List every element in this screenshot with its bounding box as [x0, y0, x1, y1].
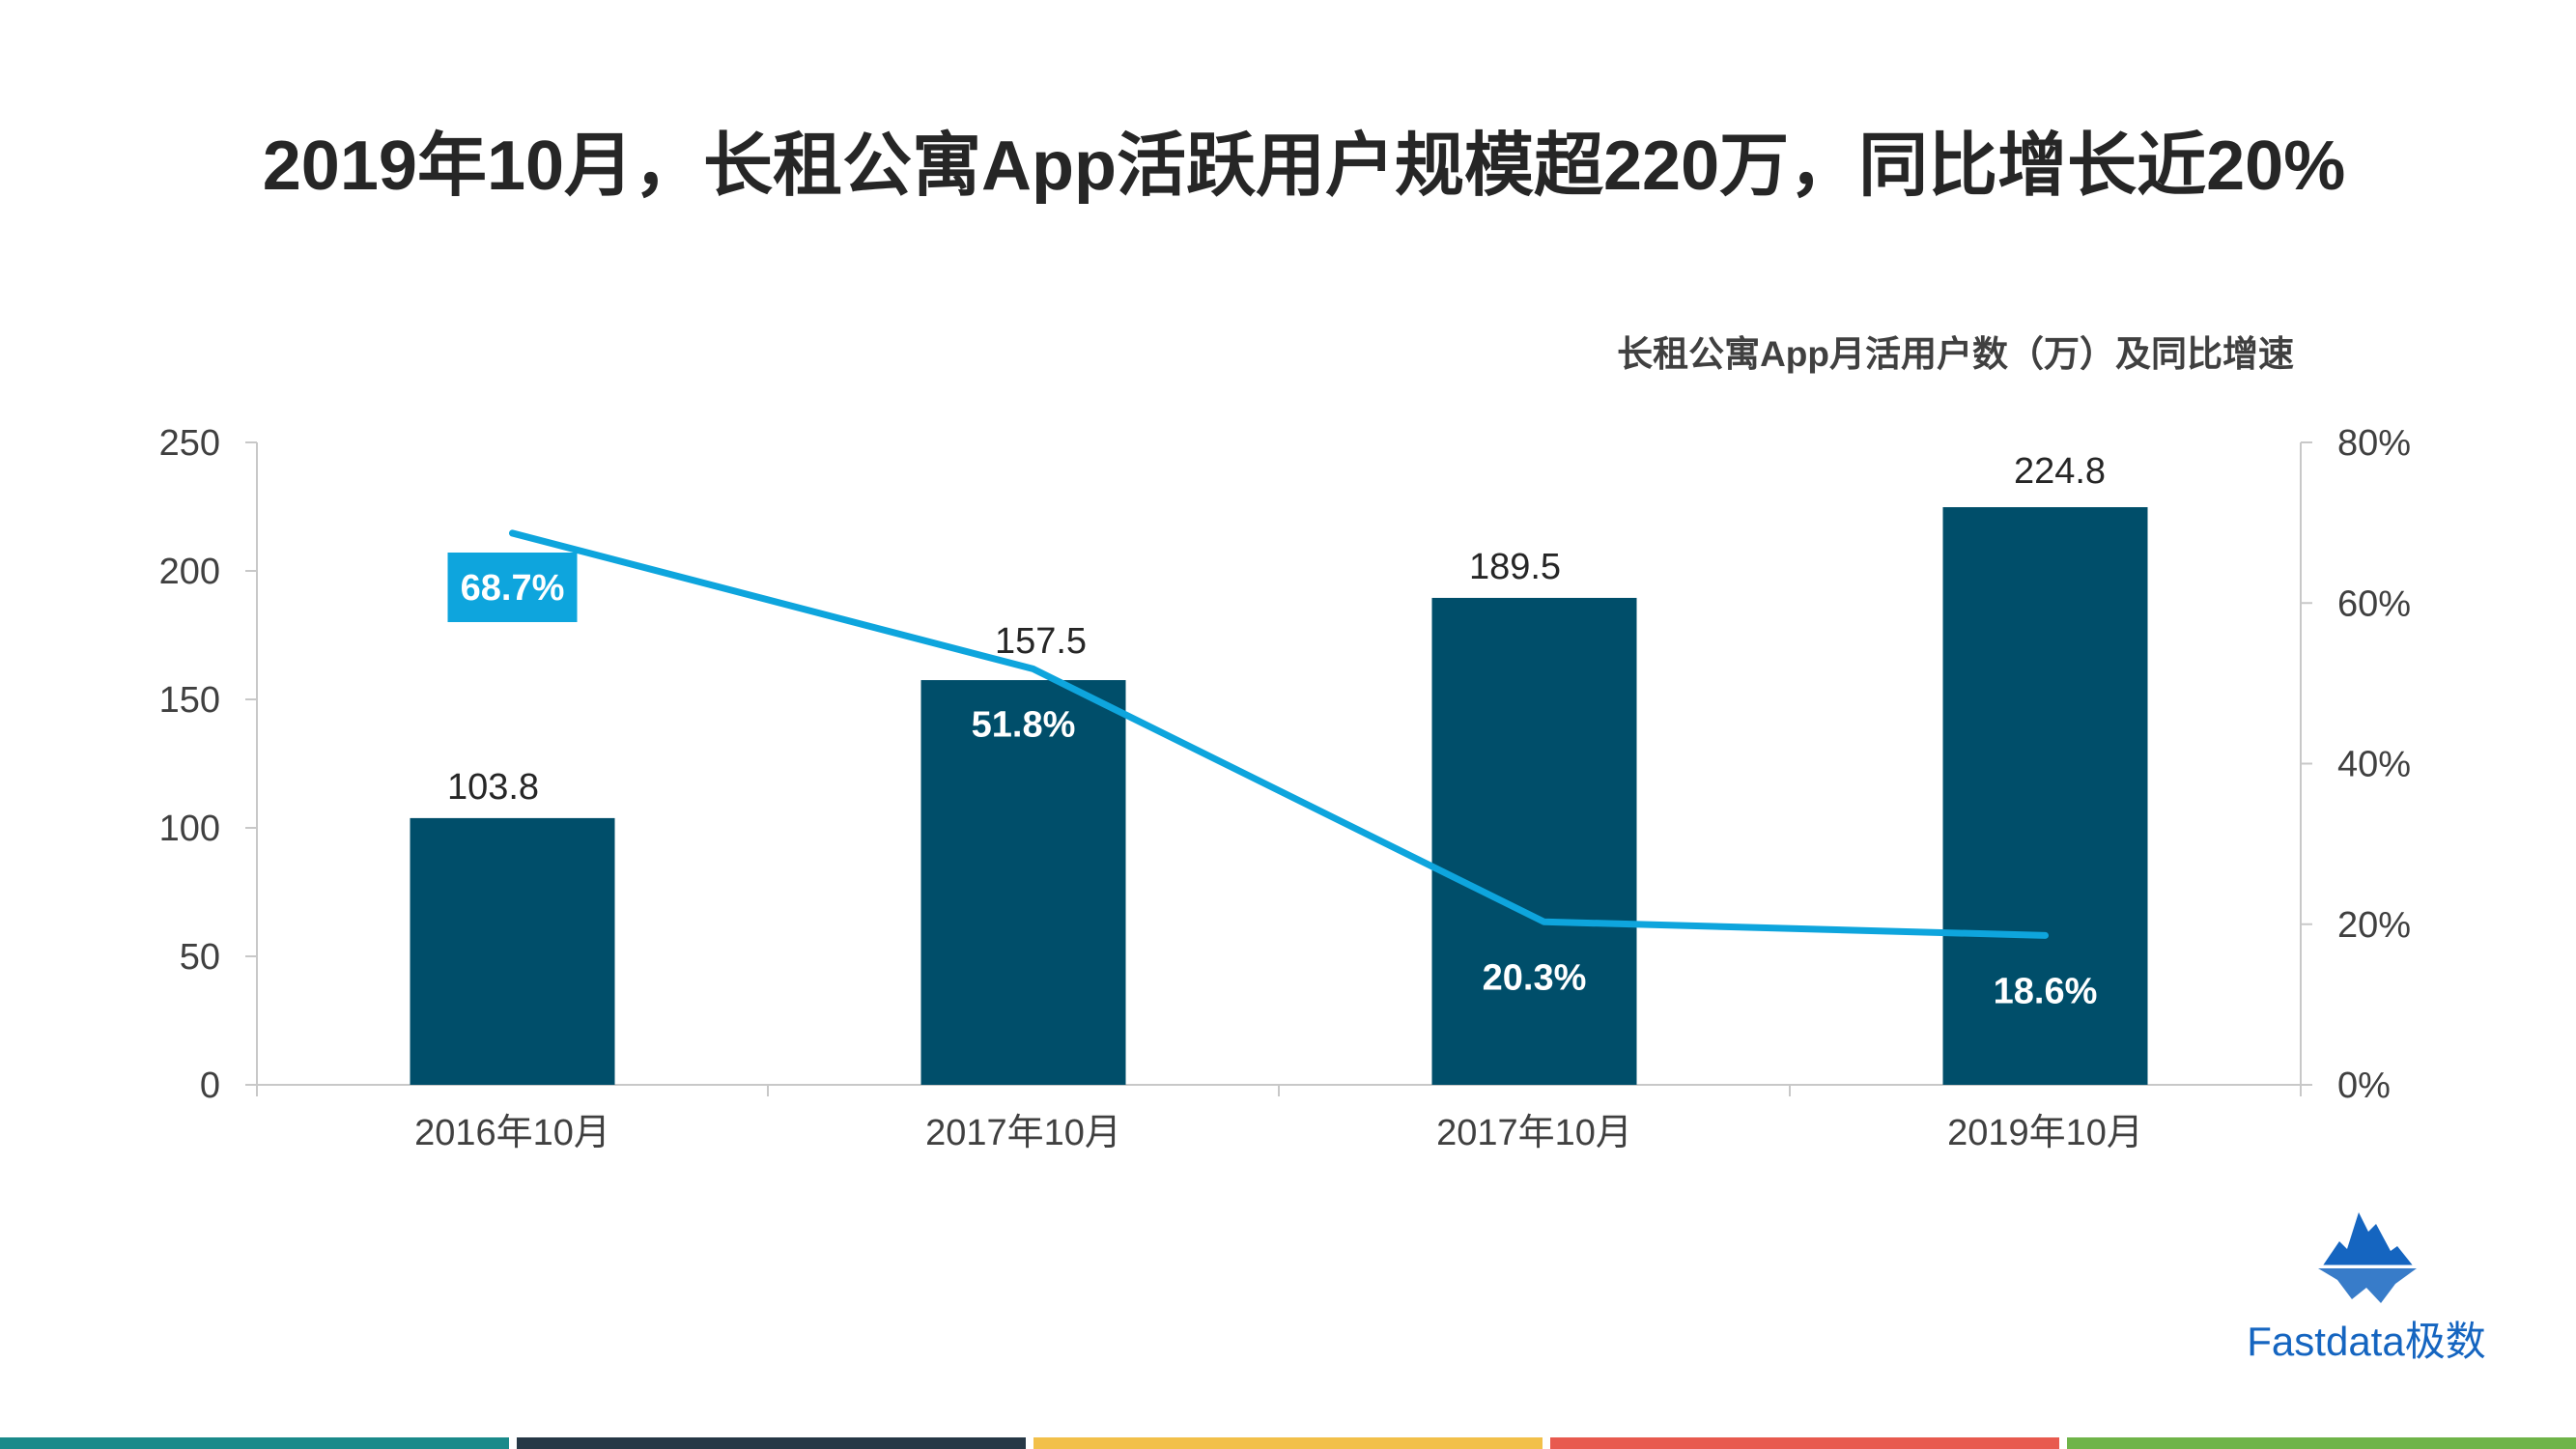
- bottom-color-strip: [0, 1437, 2576, 1449]
- bar: [410, 817, 615, 1085]
- strip-segment: [1550, 1437, 2059, 1449]
- bar: [1942, 507, 2148, 1085]
- left-axis-tick-label: 200: [159, 552, 220, 592]
- iceberg-icon: [2313, 1212, 2421, 1303]
- chart-title: 长租公寓App月活用户数（万）及同比增速: [1617, 334, 2294, 374]
- growth-rate-label: 51.8%: [972, 704, 1076, 745]
- strip-segment: [517, 1437, 1026, 1449]
- bar-data-label: 224.8: [2014, 451, 2106, 492]
- growth-rate-line: [509, 529, 2049, 939]
- strip-segment: [0, 1437, 509, 1449]
- strip-segment: [1033, 1437, 1543, 1449]
- bar: [920, 680, 1126, 1085]
- right-axis-tick-label: 20%: [2337, 905, 2411, 946]
- growth-rate-point: [1030, 666, 1036, 672]
- left-axis-tick-label: 150: [159, 680, 220, 721]
- strip-segment: [2067, 1437, 2576, 1449]
- bar-data-label: 189.5: [1469, 547, 1561, 587]
- fastdata-logo: Fastdata极数: [2231, 1203, 2502, 1367]
- growth-rate-point: [2042, 932, 2049, 939]
- left-axis-tick-label: 0: [200, 1065, 220, 1106]
- logo-text: Fastdata极数: [2247, 1319, 2486, 1364]
- x-axis-tick-label: 2016年10月: [414, 1113, 610, 1153]
- growth-rate-point: [1541, 919, 1547, 925]
- right-axis-tick-label: 40%: [2337, 745, 2411, 785]
- bar-data-label: 157.5: [995, 621, 1087, 662]
- bar: [1431, 597, 1637, 1085]
- right-axis-tick-label: 80%: [2337, 423, 2411, 464]
- growth-rate-label: 18.6%: [1994, 971, 2098, 1011]
- left-axis-tick-label: 100: [159, 809, 220, 849]
- left-axis-tick-label: 250: [159, 423, 220, 464]
- growth-rate-label: 20.3%: [1483, 957, 1587, 998]
- right-axis-tick-label: 0%: [2337, 1065, 2391, 1106]
- x-axis-tick-label: 2019年10月: [1947, 1113, 2143, 1153]
- growth-rate-label-box: [447, 553, 578, 622]
- left-axis-tick-label: 50: [180, 937, 220, 978]
- growth-rate-point: [509, 529, 516, 536]
- growth-rate-label: 68.7%: [461, 568, 565, 609]
- right-axis-tick-label: 60%: [2337, 583, 2411, 624]
- bar-data-label: 103.8: [447, 767, 539, 808]
- x-axis-tick-label: 2017年10月: [925, 1113, 1121, 1153]
- x-axis-tick-label: 2017年10月: [1436, 1113, 1632, 1153]
- page-title: 2019年10月，长租公寓App活跃用户规模超220万，同比增长近20%: [262, 128, 2346, 205]
